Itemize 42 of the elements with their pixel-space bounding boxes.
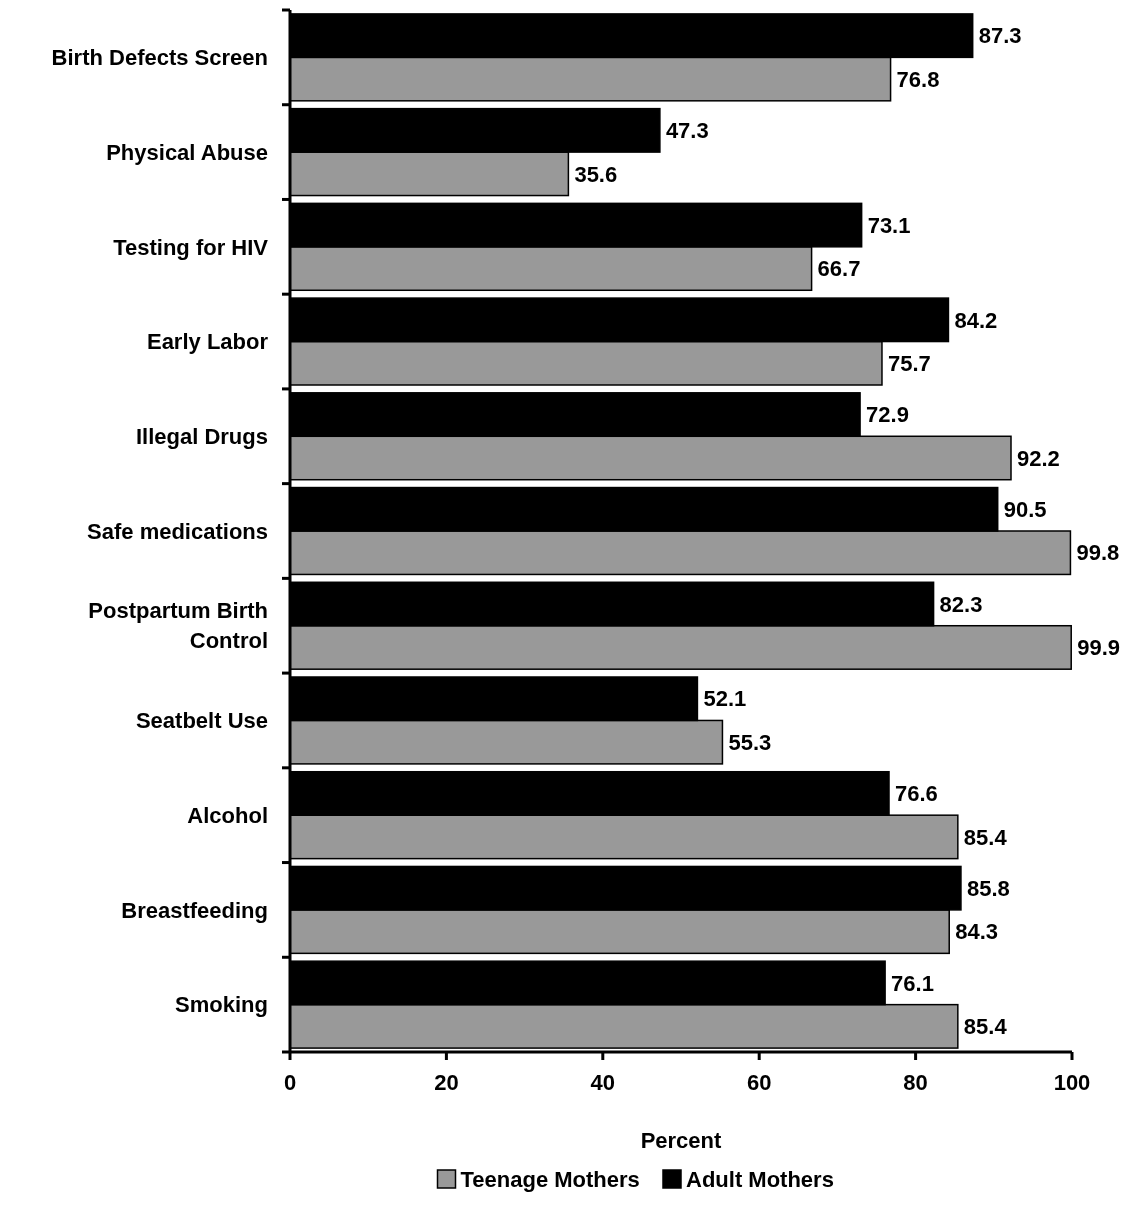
x-tick-label: 20: [434, 1070, 459, 1095]
y-tick-label: Illegal Drugs: [135, 423, 268, 449]
data-label: 72.9: [866, 402, 909, 428]
y-tick-label: Testing for HIV: [113, 234, 269, 260]
x-tick-label: 40: [590, 1070, 616, 1095]
data-label: 47.3: [665, 118, 709, 144]
data-label: 85.4: [963, 1014, 1008, 1040]
y-tick-label: Postpartum Birth Control: [88, 598, 268, 654]
y-tick-label: Seatbelt Use: [135, 708, 268, 734]
data-label: 84.3: [955, 919, 999, 945]
data-label: 76.1: [891, 970, 934, 996]
data-label: 76.8: [896, 66, 940, 92]
x-tick-label: 100: [1053, 1070, 1091, 1095]
x-tick-label: 60: [746, 1070, 772, 1095]
y-tick-label: Alcohol: [187, 802, 268, 828]
data-label: 99.8: [1076, 540, 1120, 566]
data-label: 55.3: [728, 729, 772, 755]
legend-label: Adult Mothers: [686, 1166, 834, 1192]
data-label: 99.9: [1077, 635, 1121, 661]
x-axis-title: Percent: [640, 1128, 723, 1153]
x-tick-label: 0: [283, 1070, 297, 1095]
data-label: 75.7: [887, 350, 931, 376]
data-label: 52.1: [703, 686, 747, 712]
data-label: 35.6: [574, 161, 618, 187]
data-label: 90.5: [1003, 496, 1047, 522]
data-label: 84.2: [954, 307, 998, 333]
y-tick-label: Physical Abuse: [106, 139, 268, 165]
data-label: 76.6: [895, 781, 938, 807]
data-label: 66.7: [817, 256, 861, 282]
data-label: 92.2: [1017, 445, 1060, 471]
y-tick-label: Early Labor: [146, 329, 269, 355]
data-label: 85.8: [966, 875, 1010, 901]
y-tick-label: Smoking: [175, 992, 268, 1018]
legend-label: Teenage Mothers: [460, 1166, 640, 1192]
y-tick-label: Birth Defects Screen: [51, 45, 268, 71]
data-label: 82.3: [939, 591, 983, 617]
data-label: 87.3: [978, 23, 1022, 49]
y-tick-label: Breastfeeding: [121, 897, 268, 923]
y-tick-label: Safe medications: [87, 518, 268, 544]
data-label: 73.1: [867, 212, 911, 238]
x-tick-label: 80: [903, 1070, 928, 1095]
data-label: 85.4: [963, 824, 1008, 850]
